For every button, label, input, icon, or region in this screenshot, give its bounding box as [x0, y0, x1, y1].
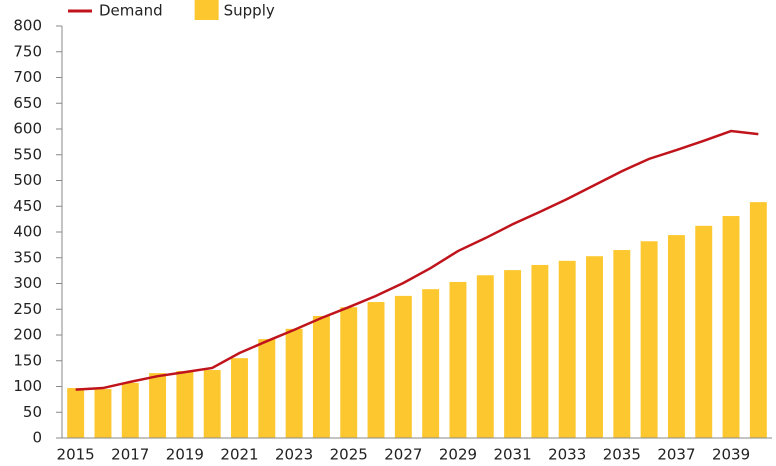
bar	[531, 264, 549, 438]
bar	[476, 275, 494, 438]
bar	[749, 202, 767, 438]
legend-label: Supply	[224, 2, 275, 20]
x-tick-label: 2027	[384, 446, 422, 464]
bar	[422, 289, 440, 438]
bar	[394, 295, 412, 438]
y-tick-label: 600	[13, 120, 42, 138]
y-tick-label: 650	[13, 94, 42, 112]
x-tick-label: 2017	[111, 446, 149, 464]
bar	[231, 358, 248, 438]
bar	[312, 315, 330, 438]
bar	[613, 250, 631, 438]
bar	[695, 225, 713, 438]
x-tick-label: 2015	[57, 446, 95, 464]
bar	[586, 256, 603, 438]
y-tick-label: 150	[13, 351, 42, 369]
bar	[722, 216, 740, 438]
x-tick-label: 2039	[712, 446, 750, 464]
y-tick-label: 350	[13, 248, 42, 266]
legend-swatch	[194, 0, 219, 20]
x-tick-label: 2033	[548, 446, 586, 464]
y-tick-label: 50	[23, 403, 42, 421]
y-tick-label: 500	[13, 171, 42, 189]
x-tick-label: 2023	[275, 446, 313, 464]
bar	[558, 260, 576, 438]
bar	[285, 328, 303, 438]
x-tick-label: 2029	[439, 446, 477, 464]
y-tick-label: 300	[13, 274, 42, 292]
y-tick-label: 800	[13, 17, 42, 35]
y-tick-label: 0	[32, 429, 42, 447]
x-tick-label: 2031	[493, 446, 531, 464]
bar	[176, 371, 194, 438]
bar	[449, 281, 467, 438]
y-tick-label: 550	[13, 145, 42, 163]
x-tick-label: 2019	[166, 446, 204, 464]
x-tick-label: 2037	[657, 446, 695, 464]
legend-label: Demand	[99, 2, 163, 20]
y-tick-label: 750	[13, 42, 42, 60]
x-tick-label: 2035	[603, 446, 641, 464]
bar	[121, 382, 139, 438]
bar	[367, 302, 385, 438]
y-tick-label: 450	[13, 197, 42, 215]
line	[75, 129, 759, 391]
bar	[640, 241, 658, 438]
y-tick-label: 700	[13, 68, 42, 86]
bar	[149, 373, 167, 438]
bar	[504, 270, 522, 438]
bar	[667, 235, 685, 438]
y-tick-label: 100	[13, 377, 42, 395]
x-tick-label: 2021	[220, 446, 258, 464]
bar	[67, 388, 85, 438]
bar	[94, 389, 112, 438]
y-tick-label: 250	[13, 300, 42, 318]
y-tick-label: 400	[13, 223, 42, 241]
y-tick-label: 200	[13, 326, 42, 344]
x-tick-label: 2025	[330, 446, 368, 464]
bar	[203, 370, 221, 438]
bar	[340, 307, 358, 438]
bar	[258, 339, 276, 438]
